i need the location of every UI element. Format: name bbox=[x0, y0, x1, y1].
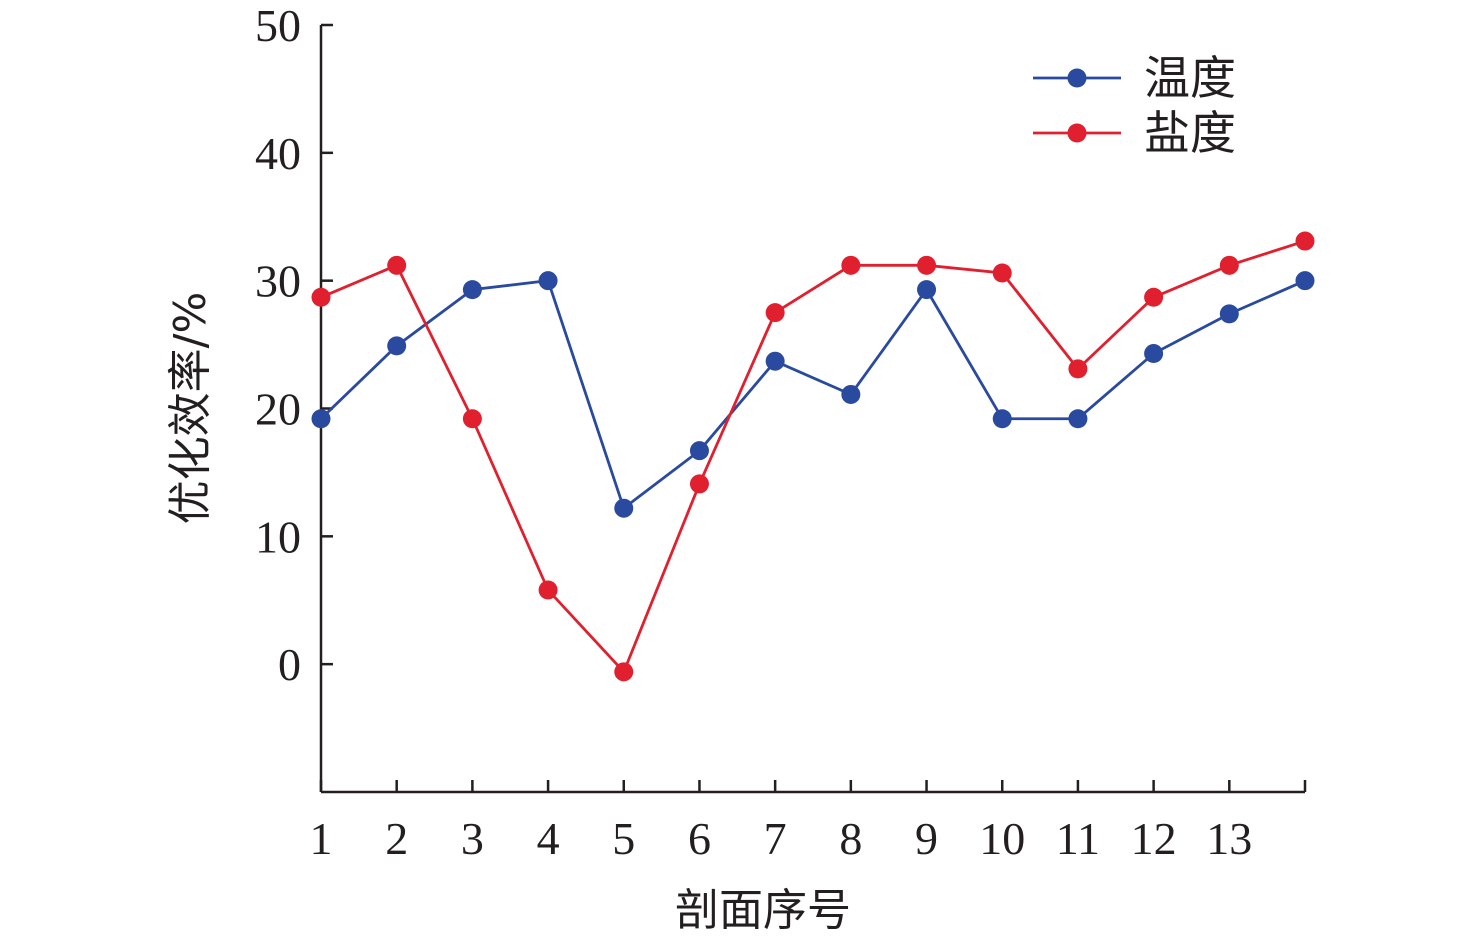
data-point bbox=[462, 409, 482, 429]
legend-item: 盐度 bbox=[1033, 106, 1236, 160]
data-point bbox=[1295, 271, 1315, 291]
x-tick-label: 3 bbox=[461, 813, 484, 864]
x-tick-label: 1 bbox=[310, 813, 333, 864]
x-tick-label: 8 bbox=[839, 813, 862, 864]
x-tick-label: 12 bbox=[1131, 813, 1177, 864]
data-point bbox=[311, 409, 331, 429]
data-point bbox=[538, 580, 558, 600]
x-tick-label: 2 bbox=[385, 813, 408, 864]
x-tick-label: 9 bbox=[915, 813, 938, 864]
data-point bbox=[917, 255, 937, 275]
data-point bbox=[689, 441, 709, 461]
data-point bbox=[765, 303, 785, 323]
data-point bbox=[387, 336, 407, 356]
x-tick-label: 13 bbox=[1206, 813, 1252, 864]
x-tick-label: 5 bbox=[612, 813, 635, 864]
data-point bbox=[1295, 231, 1315, 251]
legend-marker bbox=[1067, 123, 1087, 143]
series-line bbox=[320, 279, 1306, 511]
x-axis-ticks: 1 2 3 4 5 6 7 8 9 10 11 12 13 bbox=[310, 780, 1307, 864]
series-2 bbox=[311, 231, 1315, 682]
x-tick-label: 10 bbox=[979, 813, 1025, 864]
series-line bbox=[320, 239, 1306, 675]
data-point bbox=[1219, 255, 1239, 275]
y-tick-label: 10 bbox=[255, 511, 301, 562]
y-tick-label: 30 bbox=[255, 256, 301, 307]
data-point bbox=[917, 280, 937, 300]
data-point bbox=[992, 263, 1012, 283]
data-point bbox=[1144, 287, 1164, 307]
data-point bbox=[689, 474, 709, 494]
x-tick-label: 7 bbox=[764, 813, 787, 864]
x-tick-label: 6 bbox=[688, 813, 711, 864]
y-tick-label: 0 bbox=[278, 639, 301, 690]
data-point bbox=[538, 271, 558, 291]
x-tick-label: 11 bbox=[1056, 813, 1100, 864]
data-point bbox=[1144, 344, 1164, 364]
y-tick-label: 50 bbox=[255, 0, 301, 51]
legend-item: 温度 bbox=[1033, 51, 1236, 105]
data-point bbox=[992, 409, 1012, 429]
series-layer bbox=[311, 231, 1315, 682]
series-1 bbox=[311, 271, 1315, 518]
y-tick-label: 40 bbox=[255, 128, 301, 179]
y-axis-ticks: 0 10 20 30 40 50 bbox=[255, 0, 333, 690]
data-point bbox=[765, 351, 785, 371]
data-point bbox=[614, 662, 634, 682]
data-point bbox=[462, 280, 482, 300]
data-point bbox=[841, 255, 861, 275]
legend-label: 温度 bbox=[1144, 51, 1236, 105]
x-axis-title: 剖面序号 bbox=[675, 885, 851, 936]
data-point bbox=[1068, 359, 1088, 379]
data-point bbox=[1219, 304, 1239, 324]
legend-marker bbox=[1067, 68, 1087, 88]
data-point bbox=[841, 384, 861, 404]
x-tick-label: 4 bbox=[537, 813, 560, 864]
data-point bbox=[387, 255, 407, 275]
data-point bbox=[311, 287, 331, 307]
data-point bbox=[1068, 409, 1088, 429]
data-point bbox=[614, 498, 634, 518]
legend-label: 盐度 bbox=[1144, 106, 1236, 160]
y-tick-label: 20 bbox=[255, 384, 301, 435]
y-axis-title: 优化效率/% bbox=[165, 292, 216, 525]
